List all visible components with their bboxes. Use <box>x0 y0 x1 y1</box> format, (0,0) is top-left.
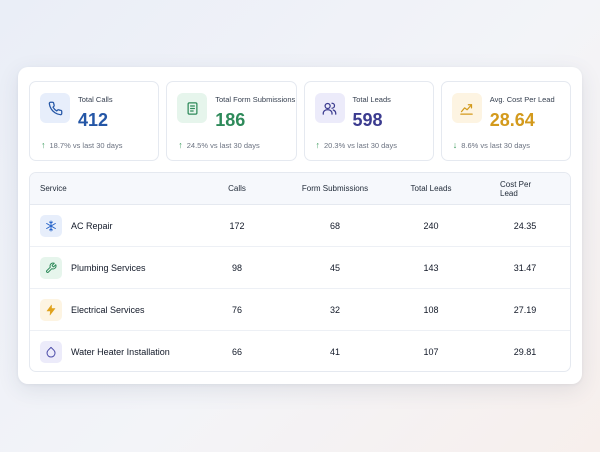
table-row[interactable]: Electrical Services 76 32 108 27.19 <box>30 289 570 331</box>
document-icon <box>177 93 208 123</box>
stat-value: 28.64 <box>489 110 535 130</box>
stat-delta-text: 20.3% vs last 30 days <box>324 141 397 150</box>
forms-cell: 45 <box>329 262 340 273</box>
droplet-icon <box>40 341 62 363</box>
table-row[interactable]: Water Heater Installation 66 41 107 29.8… <box>30 331 570 371</box>
service-name: Electrical Services <box>71 304 145 315</box>
stat-value: 598 <box>352 110 383 130</box>
stat-delta: ↓ 8.6% vs last 30 days <box>452 140 531 151</box>
stat-label: Avg. Cost Per Lead <box>489 95 555 104</box>
snowflake-icon <box>40 214 62 237</box>
cost-cell: 31.47 <box>513 262 537 273</box>
calls-cell: 98 <box>231 262 242 273</box>
calls-cell: 172 <box>229 220 245 231</box>
calls-cell: 76 <box>231 304 242 315</box>
service-name: Plumbing Services <box>71 262 146 273</box>
stat-delta: ↑ 18.7% vs last 30 days <box>41 140 123 151</box>
arrow-up-icon: ↑ <box>41 140 46 150</box>
stat-delta: ↑ 20.3% vs last 30 days <box>315 140 397 151</box>
table-row[interactable]: Plumbing Services 98 45 143 31.47 <box>30 247 570 289</box>
service-name: AC Repair <box>71 220 113 231</box>
stat-value: 412 <box>78 110 109 130</box>
stat-card-calls[interactable]: Total Calls 412 ↑ 18.7% vs last 30 days <box>29 81 160 161</box>
table-header: Service Calls Form Submissions Total Lea… <box>30 173 570 205</box>
stats-cards: Total Calls 412 ↑ 18.7% vs last 30 days … <box>29 81 571 161</box>
leads-cell: 143 <box>423 262 439 273</box>
lightning-icon <box>40 298 62 321</box>
users-icon <box>314 93 345 123</box>
dashboard-panel: Total Calls 412 ↑ 18.7% vs last 30 days … <box>18 67 582 384</box>
header-calls[interactable]: Calls <box>228 184 246 193</box>
forms-cell: 68 <box>329 220 340 231</box>
trend-chart-icon <box>451 93 482 123</box>
leads-cell: 107 <box>423 347 439 357</box>
service-name: Water Heater Installation <box>71 347 170 357</box>
cost-cell: 29.81 <box>513 347 537 357</box>
arrow-up-icon: ↑ <box>178 140 183 150</box>
arrow-down-icon: ↓ <box>452 140 458 150</box>
services-table: Service Calls Form Submissions Total Lea… <box>29 172 571 372</box>
wrench-icon <box>40 256 62 279</box>
stat-delta: ↑ 24.5% vs last 30 days <box>178 140 260 151</box>
service-cell: AC Repair <box>40 205 113 246</box>
cost-cell: 24.35 <box>513 220 537 231</box>
forms-cell: 32 <box>329 304 340 315</box>
service-cell: Electrical Services <box>40 289 145 330</box>
stat-delta-text: 18.7% vs last 30 days <box>49 141 123 150</box>
stat-card-leads[interactable]: Total Leads 598 ↑ 20.3% vs last 30 days <box>303 81 434 161</box>
stat-delta-text: 8.6% vs last 30 days <box>461 141 531 150</box>
service-cell: Water Heater Installation <box>40 331 170 371</box>
stat-label: Total Leads <box>352 95 391 104</box>
table-row[interactable]: AC Repair 172 68 240 24.35 <box>30 205 570 247</box>
arrow-up-icon: ↑ <box>315 140 321 150</box>
stat-delta-text: 24.5% vs last 30 days <box>186 141 260 150</box>
stat-label: Total Form Submissions <box>215 95 296 104</box>
leads-cell: 240 <box>423 220 439 231</box>
header-form-submissions[interactable]: Form Submissions <box>301 184 369 193</box>
stat-label: Total Calls <box>78 95 113 104</box>
forms-cell: 41 <box>329 347 340 357</box>
service-cell: Plumbing Services <box>40 247 146 288</box>
stat-card-form-submissions[interactable]: Total Form Submissions 186 ↑ 24.5% vs la… <box>166 81 297 161</box>
stat-card-cost-per-lead[interactable]: Avg. Cost Per Lead 28.64 ↓ 8.6% vs last … <box>440 81 571 161</box>
cost-cell: 27.19 <box>513 304 537 315</box>
phone-icon <box>40 93 70 123</box>
leads-cell: 108 <box>423 304 439 315</box>
header-service[interactable]: Service <box>40 184 67 193</box>
stat-value: 186 <box>215 110 246 130</box>
calls-cell: 66 <box>231 347 242 357</box>
header-cost-per-lead[interactable]: Cost Per Lead <box>500 179 532 198</box>
header-total-leads[interactable]: Total Leads <box>410 184 452 193</box>
